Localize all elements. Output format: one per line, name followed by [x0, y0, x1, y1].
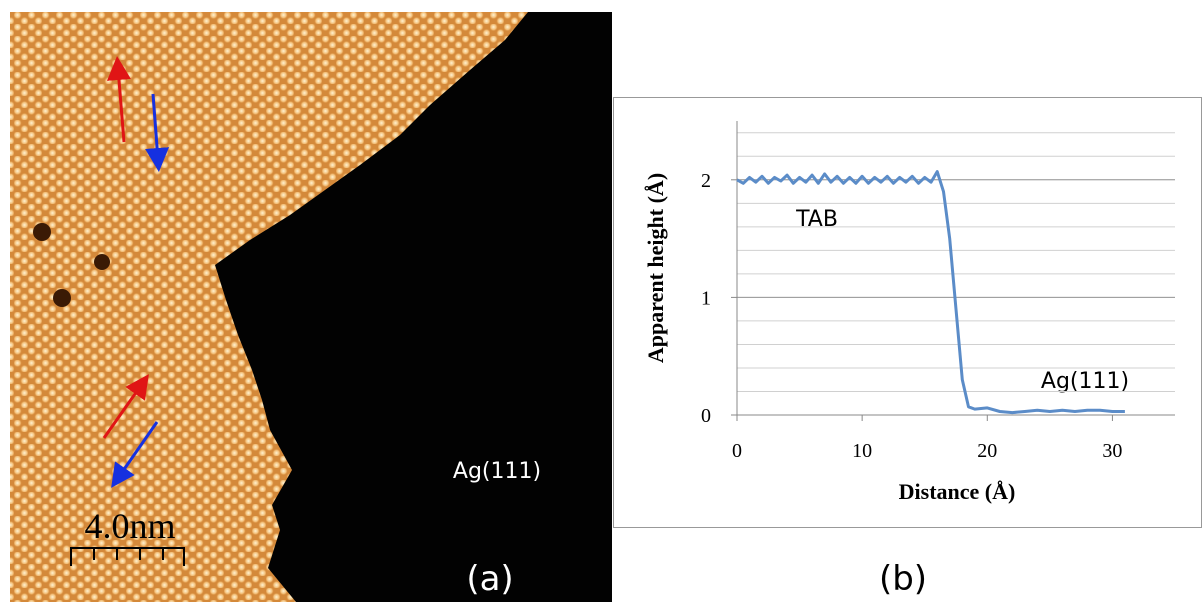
defect	[33, 223, 51, 241]
defect	[94, 254, 110, 270]
y-tick-label: 2	[701, 170, 711, 192]
scale-bar	[70, 547, 185, 566]
substrate-label: Ag(111)	[453, 459, 541, 484]
x-tick-label: 30	[1102, 440, 1122, 462]
arrow	[102, 374, 149, 439]
panel-label: (b)	[879, 559, 927, 599]
data-line	[736, 170, 1125, 415]
y-tick-label: 1	[701, 287, 711, 309]
x-tick-label: 0	[732, 440, 742, 462]
arrow	[145, 93, 170, 172]
stm-image: 4.0nm Ag(111) (a)	[10, 12, 612, 602]
substrate-region	[215, 12, 612, 602]
scale-bar-label: 4.0nm	[84, 506, 175, 546]
annotation: Ag(111)	[1041, 369, 1129, 394]
arrow	[107, 56, 131, 143]
x-axis-title: Distance (Å)	[899, 479, 1016, 504]
chart-frame	[613, 97, 1202, 528]
defect	[53, 289, 71, 307]
y-tick-label: 0	[701, 405, 711, 427]
x-tick-label: 10	[852, 440, 872, 462]
y-axis-title: Apparent height (Å)	[643, 173, 668, 363]
arrow	[111, 421, 159, 488]
x-tick-label: 20	[977, 440, 997, 462]
panel-label: (a)	[466, 559, 513, 599]
annotation: TAB	[795, 207, 838, 232]
